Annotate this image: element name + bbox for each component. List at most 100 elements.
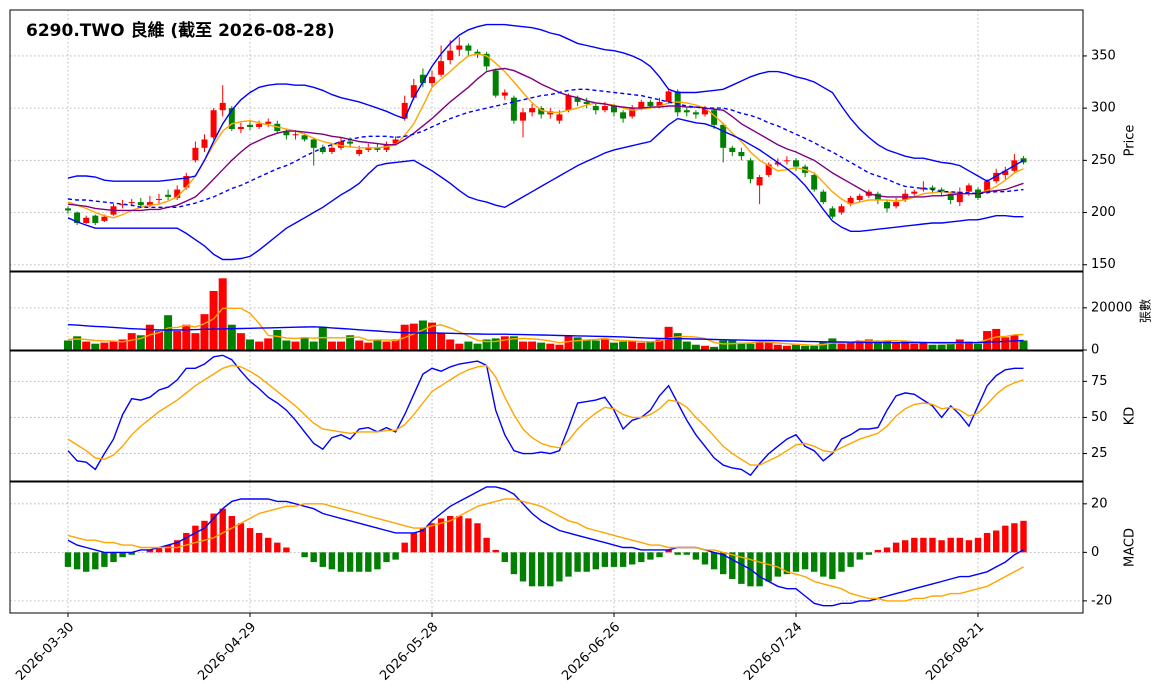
bar xyxy=(692,552,700,560)
bar xyxy=(993,530,1000,553)
line-series xyxy=(67,53,1024,219)
line-series xyxy=(67,498,1024,602)
candle-body xyxy=(192,147,199,161)
bar xyxy=(946,342,955,350)
bar xyxy=(255,532,263,553)
candle-body xyxy=(756,177,763,186)
candle-body xyxy=(820,191,827,203)
candle-body xyxy=(356,149,363,155)
bar xyxy=(847,552,854,567)
bar xyxy=(218,278,227,350)
bar xyxy=(655,339,664,350)
candle-body xyxy=(174,189,181,198)
bar xyxy=(629,552,636,565)
bar xyxy=(856,552,863,560)
candle-body xyxy=(1002,170,1009,175)
candle-body xyxy=(74,212,81,223)
bar xyxy=(483,537,490,553)
candle-body xyxy=(729,147,736,152)
candle-body xyxy=(119,204,126,206)
y-axis-label: MACD xyxy=(1123,528,1138,567)
y-axis-label: 張數 xyxy=(1139,299,1153,323)
candle-body xyxy=(256,123,263,127)
panel-frame xyxy=(9,271,1084,351)
bar xyxy=(755,341,764,350)
y-tick-label: 300 xyxy=(1091,101,1116,116)
bar xyxy=(938,540,945,553)
bar xyxy=(610,342,618,350)
bar xyxy=(92,552,99,570)
bar xyxy=(282,340,291,350)
candle-body xyxy=(310,139,317,148)
bar xyxy=(819,341,828,350)
bar xyxy=(510,552,518,575)
candle-body xyxy=(419,74,426,84)
bar xyxy=(110,552,117,563)
bar xyxy=(574,552,581,572)
bar xyxy=(91,343,100,350)
candle-body xyxy=(156,198,162,201)
bar xyxy=(673,333,682,350)
candle-body xyxy=(474,51,481,54)
bar xyxy=(565,552,572,577)
panel-frame xyxy=(9,350,1084,482)
bar xyxy=(583,552,590,572)
bar xyxy=(337,552,345,572)
bar xyxy=(637,342,646,350)
bar xyxy=(765,552,772,582)
bar xyxy=(155,331,163,350)
bar xyxy=(273,329,282,350)
y-tick-label: -20 xyxy=(1091,593,1112,608)
bar xyxy=(64,340,72,350)
bar xyxy=(801,345,810,350)
bar xyxy=(811,552,818,572)
candle-body xyxy=(410,85,417,98)
candle-body xyxy=(101,216,108,221)
bar xyxy=(145,324,154,350)
bar xyxy=(201,520,208,553)
bar xyxy=(1010,335,1019,350)
bar xyxy=(837,343,846,350)
bar xyxy=(719,340,728,350)
bar xyxy=(911,537,918,553)
candle-body xyxy=(656,101,663,107)
line-series xyxy=(67,307,1024,347)
line-series xyxy=(67,486,1024,607)
bar xyxy=(638,552,645,563)
candle-body xyxy=(774,162,781,165)
candle-body xyxy=(283,131,290,136)
bar xyxy=(419,528,427,553)
bar xyxy=(391,339,400,350)
y-axis-label: Price xyxy=(1123,125,1138,157)
candle-body xyxy=(647,101,654,107)
bar xyxy=(528,341,537,350)
bar xyxy=(928,344,937,350)
bar xyxy=(682,341,691,350)
bar xyxy=(764,342,773,350)
candle-body xyxy=(401,102,408,119)
bar xyxy=(446,339,455,350)
bar xyxy=(318,326,327,350)
bar xyxy=(464,341,473,350)
candle-body xyxy=(365,147,372,150)
candle-body xyxy=(702,108,708,115)
bar xyxy=(401,542,408,553)
bar xyxy=(619,341,628,350)
candle-body xyxy=(237,126,244,130)
candle-body xyxy=(447,50,454,61)
bar xyxy=(828,338,837,350)
candle-body xyxy=(165,194,172,197)
candle-body xyxy=(893,202,900,207)
bar xyxy=(1019,340,1028,350)
candle-body xyxy=(92,215,99,223)
bar xyxy=(383,552,390,563)
bar xyxy=(929,537,936,553)
y-tick-label: 25 xyxy=(1091,446,1108,461)
candle-body xyxy=(429,76,435,84)
bar xyxy=(246,339,254,350)
bar xyxy=(883,547,891,553)
bar xyxy=(246,528,254,553)
candle-body xyxy=(601,106,608,111)
candle-body xyxy=(565,95,572,111)
bar xyxy=(455,343,464,350)
